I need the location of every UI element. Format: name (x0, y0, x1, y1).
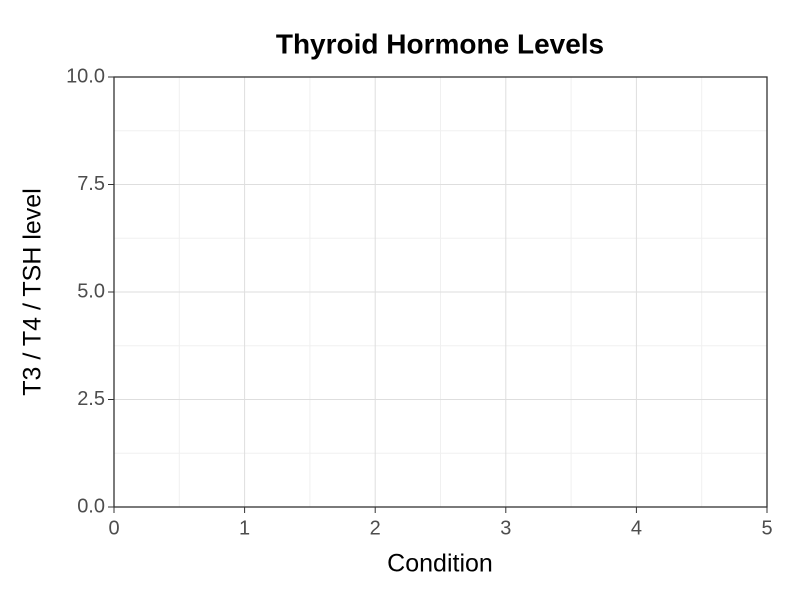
chart-title: Thyroid Hormone Levels (276, 28, 604, 59)
y-tick-label: 2.5 (77, 388, 105, 410)
x-tick-label: 4 (631, 517, 642, 539)
y-tick-label: 7.5 (77, 173, 105, 195)
y-tick-label: 5.0 (77, 280, 105, 302)
plot-border (113, 76, 768, 508)
x-tick-label: 3 (500, 517, 511, 539)
x-tick-label: 5 (761, 517, 772, 539)
y-axis-title: T3 / T4 / TSH level (19, 188, 47, 395)
grid (113, 76, 768, 508)
x-axis-title: Condition (387, 550, 493, 578)
x-tick-label: 0 (108, 517, 119, 539)
y-tick-label: 10.0 (66, 65, 105, 87)
x-tick-label: 2 (370, 517, 381, 539)
x-tick-label: 1 (239, 517, 250, 539)
y-tick-label: 0.0 (77, 495, 105, 517)
